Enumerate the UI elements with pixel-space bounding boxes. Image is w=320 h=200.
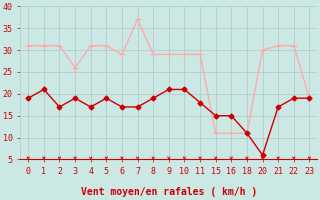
X-axis label: Vent moyen/en rafales ( km/h ): Vent moyen/en rafales ( km/h ) [81,187,257,197]
